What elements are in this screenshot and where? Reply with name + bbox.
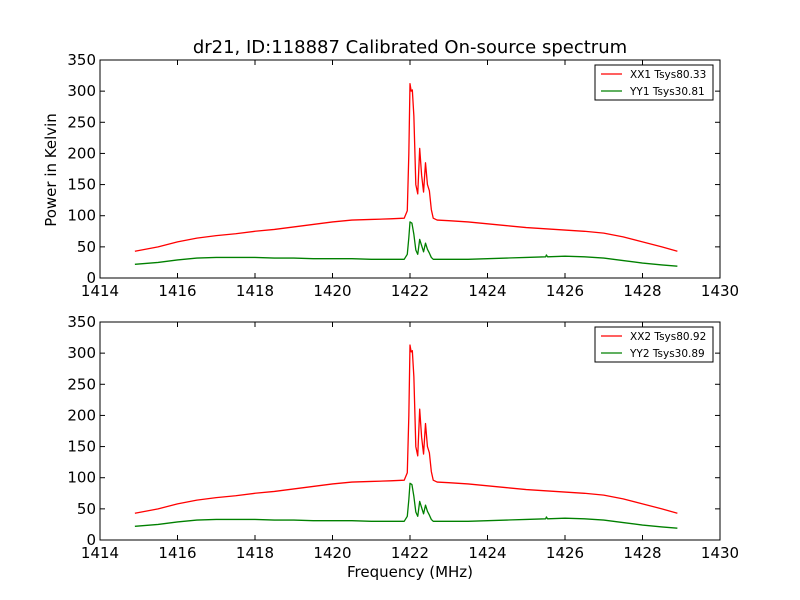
legend: XX1 Tsys80.33 YY1 Tsys30.81 [594, 64, 714, 101]
y-tick-label: 250 [67, 375, 96, 393]
y-tick-label: 150 [67, 438, 96, 456]
x-axis-label: Frequency (MHz) [347, 563, 473, 581]
y-tick-label: 150 [67, 176, 96, 194]
y-tick-label: 200 [67, 144, 96, 162]
x-tick-label: 1428 [623, 282, 661, 300]
plot-panel-1: 1414 1416 1418 1420 1422 1424 1426 1428 1430 0 50 1… [67, 51, 739, 300]
x-tick-label: 1430 [701, 282, 739, 300]
plot-panel-2: 1414 1416 1418 1420 1422 1424 1426 1428 1430 0 50 1… [67, 313, 739, 562]
x-tick-label: 1414 [81, 282, 119, 300]
y-tick-label: 350 [67, 51, 96, 69]
x-tick-label: 1428 [623, 544, 661, 562]
x-tick-label: 1420 [313, 282, 351, 300]
y-tick-label: 300 [67, 344, 96, 362]
legend-entry-label: YY1 Tsys30.81 [629, 86, 705, 98]
x-tick-label: 1424 [468, 282, 506, 300]
x-tick-label: 1430 [701, 544, 739, 562]
y-tick-label: 100 [67, 207, 96, 225]
y-tick-label: 200 [67, 406, 96, 424]
series-line-1-2 [134, 221, 678, 267]
y-tick-label: 250 [67, 113, 96, 131]
chart-title: dr21, ID:118887 Calibrated On-source spe… [193, 37, 627, 58]
legend-entry-label: XX1 Tsys80.33 [630, 69, 706, 81]
x-tick-label: 1422 [391, 544, 429, 562]
y-tick-label: 0 [86, 269, 96, 287]
x-tick-label: 1426 [546, 544, 584, 562]
x-tick-label: 1414 [81, 544, 119, 562]
x-tick-label: 1420 [313, 544, 351, 562]
legend-box [594, 64, 714, 101]
series-line-2-1 [134, 344, 678, 514]
x-tick-label: 1416 [158, 544, 196, 562]
legend-entry-label: YY2 Tsys30.89 [629, 348, 705, 360]
y-tick-label: 0 [86, 531, 96, 549]
x-tick-label: 1426 [546, 282, 584, 300]
y-tick-label: 300 [67, 82, 96, 100]
series-line-2-2 [134, 482, 678, 529]
x-tick-label: 1418 [236, 544, 274, 562]
y-axis-label: Power in Kelvin [42, 113, 60, 227]
x-tick-label: 1424 [468, 544, 506, 562]
y-tick-label: 100 [67, 469, 96, 487]
series-line-1-1 [134, 83, 678, 252]
legend-entry-label: XX2 Tsys80.92 [630, 331, 706, 343]
y-tick-label: 350 [67, 313, 96, 331]
x-tick-label: 1418 [236, 282, 274, 300]
legend-box [594, 326, 714, 363]
y-tick-label: 50 [77, 500, 96, 518]
legend: XX2 Tsys80.92 YY2 Tsys30.89 [594, 326, 714, 363]
x-tick-label: 1422 [391, 282, 429, 300]
x-tick-label: 1416 [158, 282, 196, 300]
y-tick-label: 50 [77, 238, 96, 256]
